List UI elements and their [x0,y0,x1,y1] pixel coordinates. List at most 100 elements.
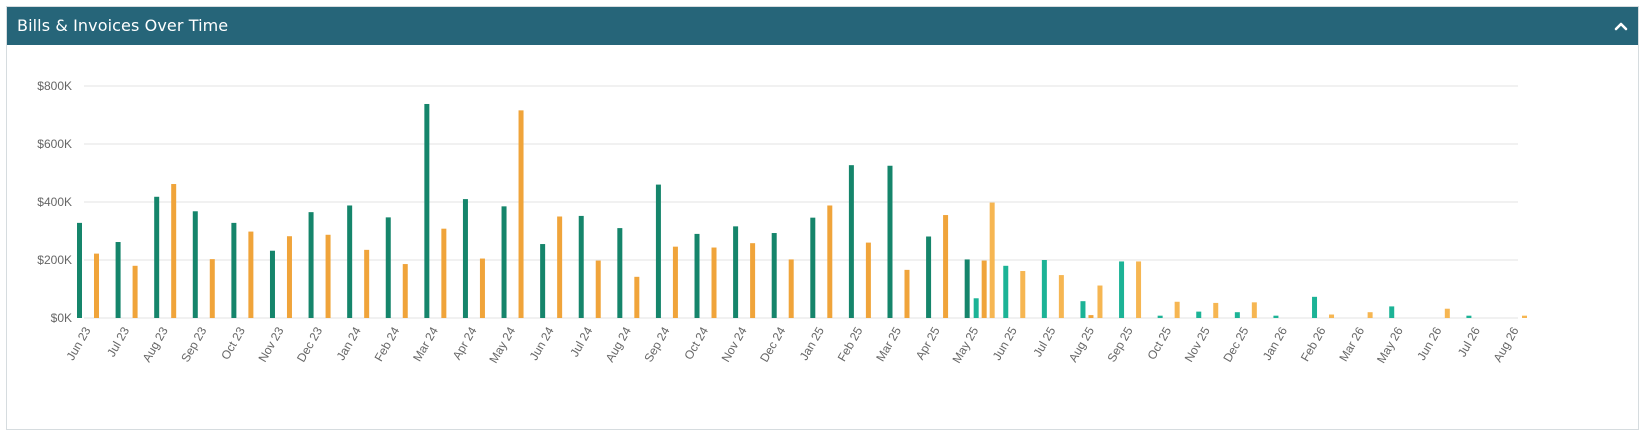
x-tick-label: Jul 25 [1030,324,1058,359]
x-tick-label: Feb 26 [1298,324,1329,364]
x-tick-label: Nov 24 [719,324,750,364]
invoices-bar [981,260,987,318]
invoices-bar [865,242,871,318]
x-tick-label: Dec 25 [1220,324,1251,364]
x-tick-label: Dec 23 [294,324,325,364]
bills-bar [655,184,661,318]
bills-bar [1119,261,1125,318]
invoices-bar [171,184,177,318]
invoices-bar [634,276,640,318]
bills-bar [1003,265,1009,318]
x-tick-label: Jun 25 [990,324,1020,362]
x-tick-label: Sep 25 [1105,324,1136,364]
invoices-bar [1213,302,1219,318]
y-tick-label: $200K [37,253,72,267]
invoices-bar [325,234,331,318]
invoices-bar [1097,285,1103,318]
y-tick-label: $800K [37,79,72,93]
invoices-bar [402,264,408,318]
invoices-bar [94,253,99,318]
invoices-bar [989,202,995,318]
x-tick-label: Nov 23 [255,324,286,364]
invoices-bar [1058,275,1064,318]
bills-bar [269,250,275,318]
x-tick-label: Mar 26 [1336,324,1367,364]
invoices-bar [1136,261,1142,318]
invoices-bar [788,259,794,318]
invoices-bar [209,259,215,318]
bills-bar [733,226,739,318]
bills-bar [1157,315,1163,318]
x-tick-label: Jul 23 [104,324,132,359]
invoices-bar [672,246,678,318]
invoices-bar [286,236,292,318]
x-tick-label: Mar 25 [873,324,904,364]
invoices-bar [943,215,949,318]
x-tick-label: Apr 24 [450,324,480,362]
bills-invoices-panel: Bills & Invoices Over Time [6,6,1639,430]
bills-bar [578,215,584,318]
bills-bar [501,206,507,318]
bills-bar [1080,301,1086,318]
panel-title: Bills & Invoices Over Time [17,16,229,35]
x-tick-label: Sep 23 [178,324,209,364]
bills-bar [771,233,777,318]
invoices-bar [1367,312,1373,318]
bills-bar [1312,296,1318,318]
invoices-bar [1088,315,1094,318]
bills-bar [540,244,546,318]
bills-bar [77,222,82,318]
invoices-bar [132,265,138,318]
y-tick-label: $600K [37,137,72,151]
bills-bar [424,103,430,318]
invoices-bar [518,110,524,318]
bills-bar [973,298,979,318]
x-tick-label: Jun 26 [1414,324,1444,362]
x-tick-label: Oct 24 [681,324,711,362]
x-tick-label: Aug 25 [1066,324,1097,364]
invoices-bar [1020,271,1026,318]
x-tick-label: Feb 25 [835,324,866,364]
bills-bar [848,165,854,318]
x-tick-label: Dec 24 [757,324,788,364]
invoices-bar [1444,308,1450,318]
x-axis-ticks: Jun 23 Jul 23 Aug 23 Sep 23 Oct 23 Nov 23 Dec … [63,324,1521,365]
x-tick-label: Jul 24 [567,324,595,359]
bills-bar [154,196,160,318]
chevron-up-icon[interactable] [1612,17,1630,35]
bills-bar [1389,306,1395,318]
invoices-bar [441,228,447,318]
bills-bar [1196,311,1202,318]
x-tick-label: Jun 23 [63,324,93,362]
x-tick-label: Jul 26 [1455,324,1483,359]
invoices-bar [364,249,370,318]
x-tick-label: Oct 23 [218,324,248,362]
x-tick-label: Jan 25 [797,324,827,362]
x-tick-label: May 25 [949,324,981,365]
bills-bar [887,165,893,318]
invoices-bar [479,258,485,318]
x-tick-label: Apr 25 [913,324,943,362]
invoices-bar [595,260,601,318]
bills-bar [926,236,932,318]
invoices-bar [1522,315,1527,318]
x-tick-label: Aug 23 [140,324,171,364]
invoices-bar [1174,301,1180,318]
bills-bar [694,233,700,318]
x-tick-label: Oct 25 [1144,324,1174,362]
chart-bars [77,103,1527,318]
invoices-bar [827,205,833,318]
bills-bar [617,228,623,318]
bills-bar [1234,312,1240,318]
x-tick-label: Nov 25 [1182,324,1213,364]
x-tick-label: May 24 [486,324,518,365]
invoices-bar [557,216,563,318]
chart-grid [84,85,1518,319]
panel-header[interactable]: Bills & Invoices Over Time [7,7,1638,45]
bills-bar [1041,260,1047,318]
x-tick-label: Jan 26 [1260,324,1290,362]
y-axis-ticks: $0K $200K $400K $600K $800K [37,79,72,325]
invoices-bar [248,231,254,318]
bills-bar [810,217,816,318]
